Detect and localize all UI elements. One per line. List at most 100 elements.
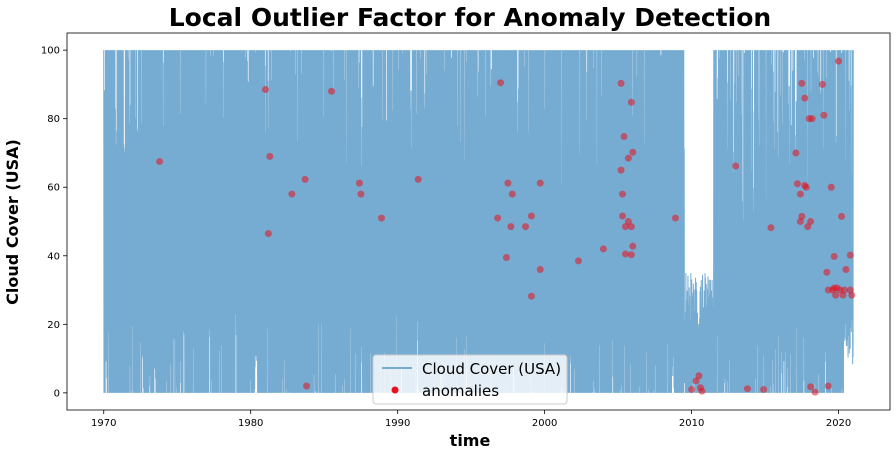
x-tick-label: 2000 (532, 418, 557, 429)
cloud-cover-line (103, 50, 854, 393)
anomaly-point (264, 230, 272, 237)
anomaly-point (824, 382, 832, 390)
anomaly-point (627, 251, 635, 259)
anomaly-point (508, 190, 516, 198)
anomaly-point (823, 268, 831, 276)
anomaly-point (818, 80, 826, 88)
anomaly-point (671, 214, 679, 222)
anomaly-point (288, 190, 296, 198)
y-tick-label: 80 (47, 114, 60, 125)
legend-label-anomalies: anomalies (422, 382, 499, 400)
anomaly-point (502, 253, 510, 261)
y-tick-label: 20 (47, 320, 60, 331)
legend-label-cloud-cover: Cloud Cover (USA) (422, 360, 561, 378)
anomaly-point (536, 179, 544, 187)
y-tick-label: 60 (47, 183, 60, 194)
anomaly-point (798, 79, 806, 87)
cloud-cover-series-path (103, 50, 854, 393)
anomaly-point (811, 388, 819, 396)
x-tick-label: 1970 (91, 418, 116, 429)
anomaly-point (832, 291, 840, 299)
anomaly-point (619, 212, 627, 220)
anomaly-point (842, 265, 850, 273)
anomaly-point (620, 133, 628, 140)
anomaly-point (793, 180, 801, 188)
anomaly-point (743, 385, 751, 393)
anomaly-point (732, 162, 740, 170)
legend-box (372, 354, 568, 405)
anomaly-point (574, 257, 582, 265)
x-tick-label: 2010 (679, 418, 704, 429)
anomaly-point (846, 251, 854, 259)
anomaly-point (627, 98, 635, 106)
anomaly-point (760, 385, 768, 393)
anomaly-point (848, 291, 856, 299)
anomaly-point (301, 175, 309, 183)
anomaly-point (378, 214, 385, 222)
anomaly-point (621, 223, 629, 231)
anomaly-point (807, 383, 815, 391)
y-tick-label: 40 (47, 251, 60, 262)
y-tick-label: 0 (54, 388, 60, 399)
anomaly-point (303, 382, 311, 390)
x-axis-ticks: 1970 1980 1990 2000 2010 2020 (91, 410, 851, 429)
anomaly-point (261, 86, 269, 94)
x-tick-label: 2020 (826, 418, 851, 429)
anomaly-point (266, 152, 274, 160)
anomaly-point (328, 87, 336, 95)
anomaly-point (840, 286, 848, 294)
anomaly-point (617, 166, 625, 174)
anomaly-point (494, 214, 502, 222)
anomaly-point (629, 148, 637, 156)
anomaly-point (497, 79, 505, 87)
legend: Cloud Cover (USA) anomalies (372, 354, 568, 405)
y-tick-label: 100 (41, 46, 60, 57)
x-axis-label: time (450, 431, 491, 450)
anomaly-points (156, 57, 856, 396)
anomaly-point (355, 179, 363, 187)
plot-border (66, 32, 891, 411)
anomaly-point (627, 223, 635, 231)
anomaly-point (807, 218, 815, 225)
anomaly-point (820, 111, 828, 119)
anomaly-point (527, 292, 535, 300)
anomaly-point (688, 385, 696, 393)
anomaly-point (767, 224, 775, 232)
anomaly-point (504, 179, 512, 187)
anomaly-point (830, 252, 838, 260)
anomaly-point (536, 265, 544, 273)
anomaly-point (827, 183, 835, 191)
plot-area (66, 32, 891, 411)
chart-title: Local Outlier Factor for Anomaly Detecti… (169, 3, 771, 32)
anomaly-point (838, 212, 845, 220)
anomaly-point (796, 190, 804, 198)
anomaly-point (414, 175, 422, 183)
anomaly-point (624, 154, 632, 162)
y-axis-ticks: 0 20 40 60 80 100 (41, 46, 67, 399)
anomaly-point (357, 190, 365, 198)
anomaly-point (619, 190, 627, 198)
anomaly-point (695, 372, 703, 380)
anomaly-point (629, 242, 637, 250)
anomaly-point (696, 384, 704, 392)
anomaly-point (527, 212, 535, 220)
legend-point-swatch (391, 386, 399, 394)
anomaly-point (792, 149, 800, 157)
anomaly-point (621, 250, 629, 258)
anomaly-point (692, 377, 700, 385)
anomaly-point (507, 223, 515, 231)
anomaly-point (808, 115, 816, 123)
anomaly-point (796, 218, 804, 225)
anomaly-point (835, 57, 843, 65)
anomaly-point (599, 245, 607, 253)
anomaly-point (156, 158, 164, 166)
anomaly-point (801, 94, 809, 102)
anomaly-point (522, 223, 530, 231)
anomaly-point (624, 218, 632, 225)
y-axis-label: Cloud Cover (USA) (3, 139, 22, 305)
anomaly-point (802, 183, 810, 191)
anomaly-point (804, 223, 812, 231)
x-tick-label: 1980 (238, 418, 263, 429)
x-tick-label: 1990 (385, 418, 410, 429)
